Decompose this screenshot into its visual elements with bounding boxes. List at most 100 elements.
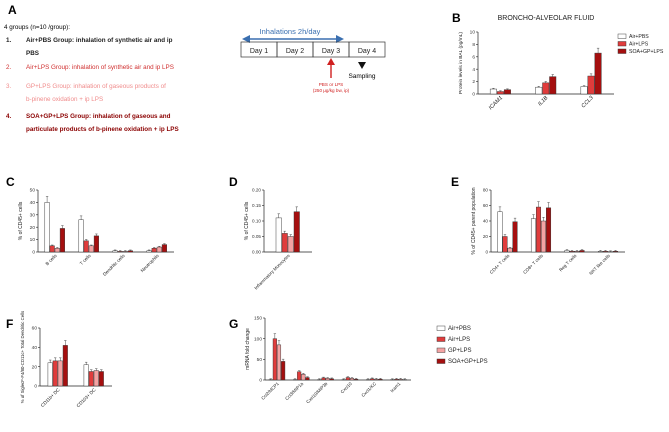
day-box-4	[348, 41, 386, 58]
injection-arrowhead	[327, 58, 335, 65]
y-tick-label: 0.10	[252, 219, 261, 224]
category-label-ccl3-mip1a: Ccl3/MIP1a	[284, 381, 304, 401]
bar-icam1-air-lps	[496, 91, 504, 95]
legend-label-air-pbs: Air+PBS	[629, 34, 649, 40]
bar-cd103-dc-air-pbs	[83, 364, 89, 387]
chart-title: BRONCHO-ALVEOLAR FLUID	[498, 15, 595, 22]
y-tick-label: 0	[472, 92, 475, 98]
bar-cd103-dc-air-lps	[88, 371, 94, 387]
bar-cd8-t-cells-air-lps	[535, 206, 541, 253]
bar-dendritic-cells-gp-lps	[122, 251, 128, 253]
bar-icam1-soa-gp-lps	[503, 89, 511, 95]
bar-ccl3-air-lps	[587, 75, 595, 95]
legend-swatch-soa-gp-lps	[617, 48, 627, 54]
y-tick-label: 0	[34, 384, 37, 390]
y-axis-label: % of CD45+ parent population	[471, 187, 477, 254]
category-label-il1b: IL1B	[537, 95, 549, 107]
bar-cd4-t-cells-air-lps	[502, 236, 508, 253]
y-tick-label: 0	[485, 250, 488, 255]
bar-cd4-t-cells-air-pbs	[497, 211, 503, 253]
y-axis-label: % of CD45+ cells	[244, 201, 250, 240]
bar-il1b-air-pbs	[535, 86, 543, 95]
bar-inflammatory-monocytes-air-lps	[281, 233, 288, 253]
day-label-4: Day 4	[358, 48, 376, 55]
bar-cxcl10-air-lps	[345, 377, 350, 381]
bar-dendritic-cells-soa-gp-lps	[127, 250, 133, 253]
group1-line2: PBS	[26, 50, 39, 57]
category-label-t-cells: T cells	[79, 253, 92, 266]
y-tick-label: 150	[254, 316, 262, 322]
category-label-cd11b-dc: CD11b+ DC	[40, 387, 61, 408]
bar-b-cells-soa-gp-lps	[59, 228, 65, 253]
bar-cxcl1-kc-soa-gp-lps	[378, 378, 383, 381]
panel-label-g: G	[229, 317, 238, 331]
bar-ccl2-mcp1-soa-gp-lps	[281, 361, 286, 381]
category-label-cd8-t-cells: CD8+ T cells	[522, 253, 544, 275]
chart-d-monocytes: 0.00 0.05 0.10 0.15 0.20 % of CD45+ cells Infl…	[244, 188, 312, 291]
y-tick-label: 40	[32, 345, 38, 351]
injection-label-1: PBS or LPS	[319, 82, 344, 87]
y-axis-label: Protein levels in BAL (pg/mL)	[458, 32, 464, 94]
bar-cd11b-dc-gp-lps	[57, 360, 63, 387]
bar-reg-t-cells-soa-gp-lps	[579, 250, 585, 253]
legend-label-soa-gp-lps: SOA+GP+LPS	[629, 49, 664, 55]
category-label-cd103-dc: CD103+ DC	[76, 387, 98, 409]
sampling-marker	[358, 62, 366, 69]
legend-swatch-air-pbs	[436, 325, 446, 331]
bar-reg-t-cells-gp-lps	[574, 251, 580, 253]
protocol-text: 4 groups (n=10 /group): 1. Air+PBS Group…	[4, 24, 179, 133]
panel-label-f: F	[6, 317, 13, 331]
panel-label-e: E	[451, 175, 459, 189]
bar-dendritic-cells-air-lps	[117, 251, 123, 253]
y-tick-label: 20	[30, 225, 36, 231]
category-label-cxcl1-kc: Cxcl1/KC	[360, 381, 377, 398]
group1-num: 1.	[6, 37, 12, 44]
protocol-header: 4 groups (n=10 /group):	[4, 24, 70, 31]
sampling-label: Sampling	[348, 73, 375, 80]
bar-t-cells-air-pbs	[78, 219, 84, 253]
legend-label-air-lps: Air+LPS	[629, 42, 649, 48]
group4-line2: particulate products of b-pinene oxidati…	[26, 126, 179, 133]
bar-cxcl10-mip3b-gp-lps	[325, 378, 330, 381]
timeline-arrowhead-right	[336, 35, 344, 43]
y-tick-label: 60	[483, 203, 489, 208]
y-tick-label: 0.05	[252, 234, 261, 239]
panel-label-b: B	[452, 11, 461, 25]
y-tick-label: 4	[472, 67, 475, 73]
y-axis-label: mRNA fold change	[245, 328, 251, 370]
legend-label-air-lps: Air+LPS	[448, 337, 470, 343]
category-label-cd4-t-cells: CD4+ T cells	[489, 253, 511, 275]
bar-cd103-dc-soa-gp-lps	[98, 371, 104, 387]
y-tick-label: 50	[30, 188, 36, 194]
bar-neutrophils-air-pbs	[146, 250, 152, 253]
bar-t-cells-gp-lps	[88, 245, 94, 253]
bar-ccl3-air-pbs	[580, 86, 588, 95]
bar-ccl3-soa-gp-lps	[594, 52, 602, 95]
injection-label-2: (250 μg/kg bw, ip)	[313, 88, 350, 93]
bar-ccl3-mip1a-soa-gp-lps	[305, 377, 310, 381]
chart-b-bal-proteins: BRONCHO-ALVEOLAR FLUID 0 2 4 6 8 10 Protein lev…	[458, 15, 664, 111]
panel-label-d: D	[229, 175, 238, 189]
group2-line1: Air+LPS Group: inhalation of synthetic a…	[26, 64, 174, 71]
category-label-cxcl10: Cxcl10	[340, 381, 354, 395]
y-tick-label: 0.20	[252, 188, 261, 193]
bar-t-cells-air-lps	[83, 240, 89, 253]
y-tick-label: 40	[30, 200, 36, 206]
category-label-reg-t-cells: Reg T cells	[558, 253, 578, 273]
legend-swatch-air-lps	[436, 336, 446, 342]
category-label-nkt-like-cells: NKT like cells	[588, 253, 611, 276]
bar-cd8-t-cells-gp-lps	[541, 220, 547, 253]
bar-b-cells-air-lps	[49, 245, 55, 253]
bar-neutrophils-air-lps	[151, 248, 157, 253]
timeline: Inhalations 2h/day Day 1 Day 2 Day 3 Day…	[240, 27, 386, 93]
bar-nkt-like-cells-soa-gp-lps	[613, 251, 619, 253]
group4-line1: SOA+GP+LPS Group: inhalation of gaseous …	[26, 113, 171, 120]
y-tick-label: 60	[32, 326, 38, 332]
bar-nkt-like-cells-air-lps	[602, 251, 608, 253]
bar-cd8-t-cells-soa-gp-lps	[546, 207, 552, 253]
category-label-icam1: Icam1	[389, 381, 402, 394]
y-tick-label: 80	[483, 188, 489, 193]
panel-label-c: C	[6, 175, 15, 189]
